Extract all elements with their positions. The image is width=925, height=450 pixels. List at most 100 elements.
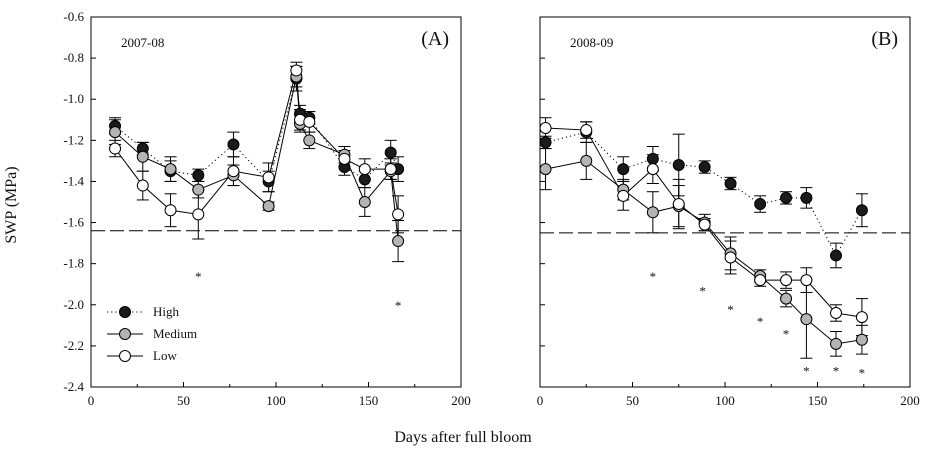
x-tick-label: 0 <box>537 393 544 408</box>
x-tick-label: 50 <box>626 393 639 408</box>
panel-label: (A) <box>421 28 449 50</box>
series-line-low <box>114 70 399 215</box>
data-point-medium <box>358 196 371 208</box>
data-point-medium <box>855 333 868 346</box>
y-tick-label: -2.2 <box>63 338 84 353</box>
significance-mark: * <box>700 283 707 298</box>
data-point-low <box>303 115 316 128</box>
significance-mark: * <box>859 366 866 381</box>
data-point-high <box>855 204 868 217</box>
x-tick-label: 150 <box>359 393 379 408</box>
x-axis-label: Days after full bloom <box>394 429 532 446</box>
y-tick-label: -1.4 <box>63 173 84 188</box>
data-point-high <box>358 173 371 186</box>
data-point-high <box>646 152 659 165</box>
data-point-medium <box>136 150 149 163</box>
data-point-medium <box>262 200 275 213</box>
legend-marker-low <box>119 350 131 362</box>
data-point-high <box>384 146 397 159</box>
legend-marker-high <box>119 306 131 318</box>
data-point-low <box>392 208 405 221</box>
legend-label-low: Low <box>153 348 177 363</box>
data-point-low <box>855 311 868 324</box>
data-point-high <box>754 198 767 211</box>
data-point-medium <box>580 154 593 167</box>
plot-frame <box>90 16 462 388</box>
series-line-low <box>545 127 862 318</box>
data-point-low <box>580 124 593 137</box>
data-point-high <box>698 161 711 174</box>
data-point-low <box>109 142 122 155</box>
data-point-high <box>672 159 685 171</box>
significance-mark: * <box>395 298 402 313</box>
data-point-medium <box>109 126 122 139</box>
y-tick-label: -2.0 <box>63 297 84 312</box>
y-tick-label: -1.2 <box>63 132 84 147</box>
data-point-high <box>830 249 842 262</box>
y-tick-label: -0.8 <box>63 50 84 65</box>
data-point-low <box>646 163 659 176</box>
data-point-medium <box>192 183 205 196</box>
panel-b: 0 50 100 150 200 (B) 2008-09 * * * * * * * * <box>537 16 920 408</box>
data-point-low <box>672 198 685 211</box>
legend-label-medium: Medium <box>153 326 197 341</box>
legend-marker-medium <box>119 328 131 340</box>
season-label: 2007-08 <box>121 35 164 50</box>
x-tick-label: 200 <box>451 393 471 408</box>
data-point-low <box>164 204 177 217</box>
data-point-low <box>136 179 149 192</box>
x-tick-label: 50 <box>177 393 190 408</box>
y-tick-label: -1.8 <box>63 256 84 271</box>
x-tick-label: 100 <box>715 393 735 408</box>
data-point-high <box>800 191 813 204</box>
data-point-low <box>800 274 813 287</box>
significance-mark: * <box>803 364 810 379</box>
data-point-medium <box>539 163 552 176</box>
significance-mark: * <box>727 302 734 317</box>
data-point-low <box>262 171 275 184</box>
panel-label: (B) <box>871 28 898 50</box>
data-point-medium <box>392 235 405 248</box>
significance-mark: * <box>833 364 840 379</box>
data-point-low <box>724 251 737 264</box>
y-tick-label: -1.6 <box>63 215 84 230</box>
data-point-medium <box>830 337 842 350</box>
data-point-medium <box>800 313 813 326</box>
y-tick-label: -2.4 <box>63 379 84 394</box>
data-point-low <box>617 189 630 202</box>
data-point-high <box>539 136 552 149</box>
x-tick-label: 100 <box>266 393 286 408</box>
plot-frame <box>539 16 911 388</box>
y-tick-label: -1.0 <box>63 91 84 106</box>
y-tick-label: -0.6 <box>63 9 84 24</box>
data-point-medium <box>780 292 793 305</box>
panel-a: 0 50 100 150 200 -2.4 -2.2 -2.0 -1.8 -1.6 -1.4 -1.2… <box>63 9 470 408</box>
data-point-low <box>830 307 842 319</box>
data-point-low <box>539 122 552 134</box>
series-line-medium <box>545 160 862 345</box>
data-point-high <box>724 177 737 190</box>
data-point-medium <box>646 206 659 219</box>
data-point-medium <box>303 134 316 147</box>
data-point-low <box>227 165 240 178</box>
series-line-medium <box>114 76 399 242</box>
significance-mark: * <box>650 269 657 284</box>
data-point-low <box>192 208 205 221</box>
data-point-low <box>290 64 303 77</box>
x-tick-label: 0 <box>88 393 95 408</box>
significance-mark: * <box>195 269 202 284</box>
data-point-low <box>698 218 711 231</box>
data-point-low <box>338 152 351 165</box>
significance-mark: * <box>783 327 790 342</box>
season-label: 2008-09 <box>570 35 613 50</box>
data-point-medium <box>164 163 177 176</box>
data-point-low <box>384 163 397 176</box>
data-point-low <box>754 274 767 287</box>
data-point-low <box>780 274 793 287</box>
data-point-high <box>227 138 240 151</box>
data-point-high <box>780 191 793 204</box>
data-point-high <box>617 163 630 176</box>
data-point-high <box>192 169 205 182</box>
significance-mark: * <box>757 314 764 329</box>
